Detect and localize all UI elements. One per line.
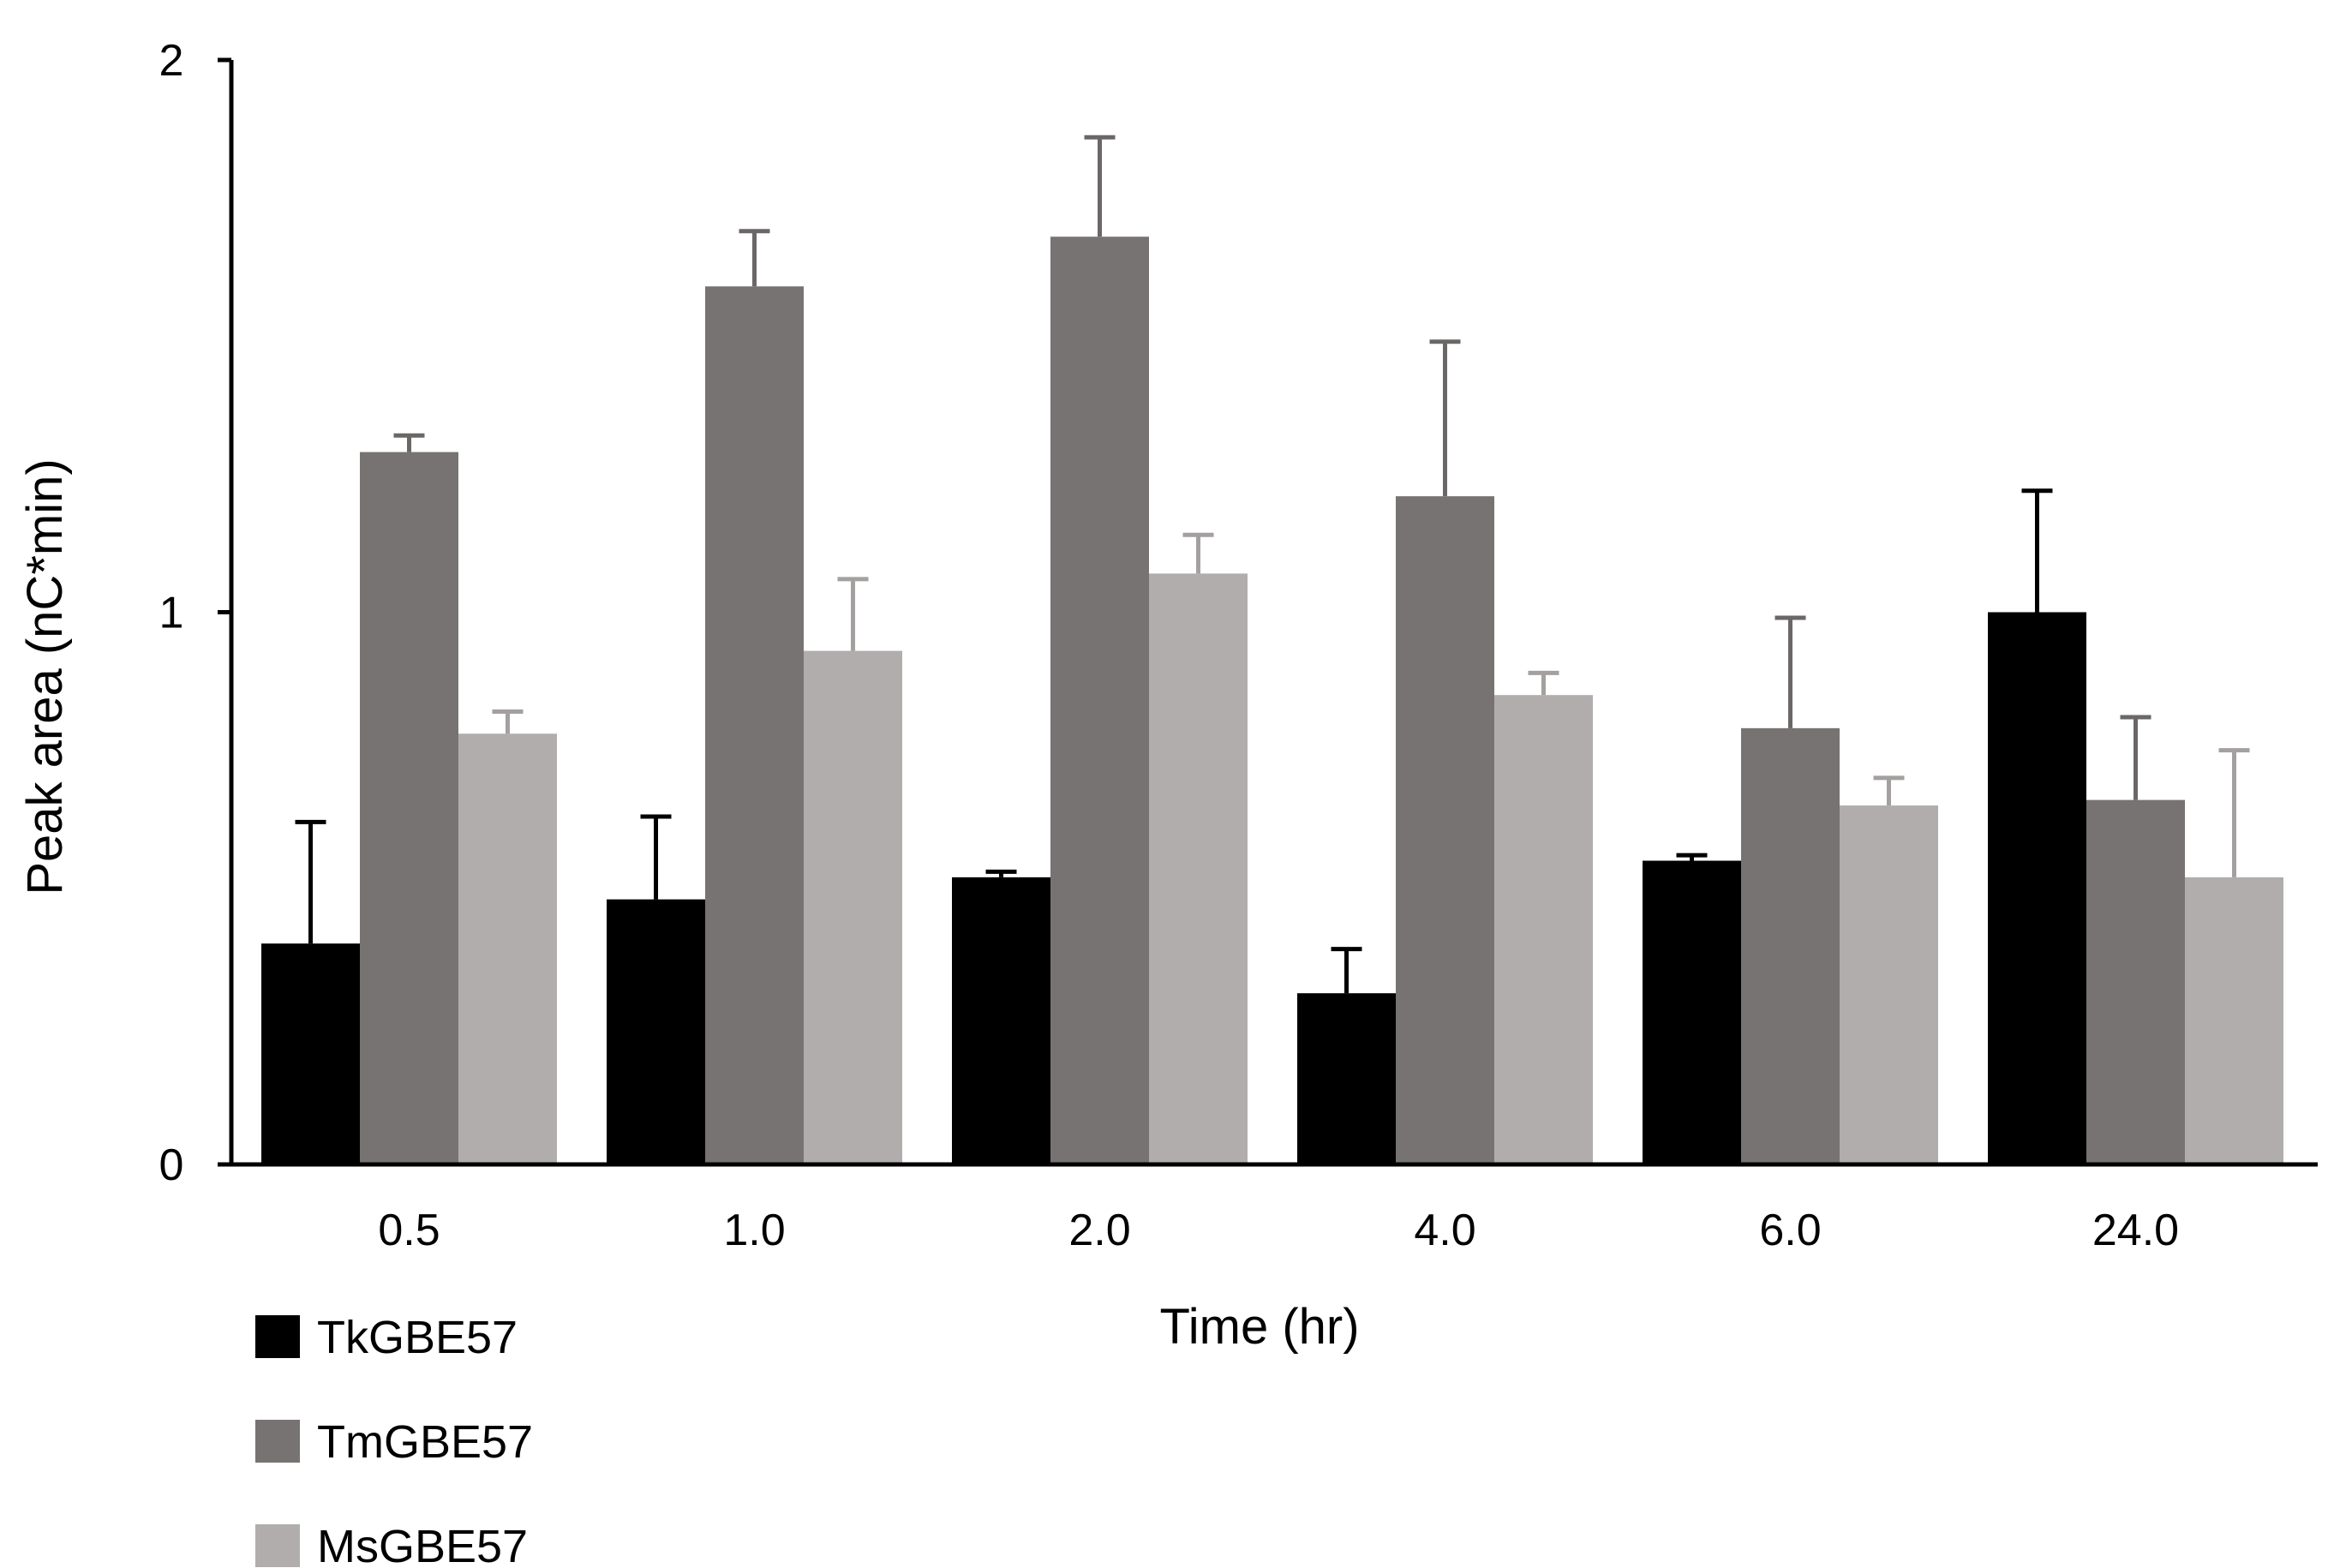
- x-tick-label: 2.0: [1068, 1206, 1130, 1255]
- legend: TkGBE57 TmGBE57 MsGBE57: [255, 1312, 533, 1568]
- bar-TmGBE57-0.5: [360, 452, 458, 1164]
- bar-TmGBE57-1.0: [705, 286, 804, 1164]
- bar-MsGBE57-0.5: [458, 733, 557, 1164]
- y-tick-label: 1: [159, 589, 184, 638]
- error-bar-MsGBE57-4.0: [1528, 670, 1559, 696]
- error-bar-TkGBE57-0.5: [295, 819, 326, 944]
- error-bars-layer: [295, 135, 2250, 994]
- legend-label: TkGBE57: [317, 1312, 518, 1363]
- legend-item-TkGBE57: TkGBE57: [255, 1312, 518, 1363]
- error-bar-TkGBE57-24.0: [2021, 488, 2053, 613]
- bar-MsGBE57-4.0: [1494, 695, 1593, 1164]
- bar-TmGBE57-6.0: [1741, 727, 1840, 1164]
- bar-TmGBE57-4.0: [1396, 496, 1494, 1164]
- bar-TmGBE57-24.0: [2086, 799, 2185, 1164]
- error-bar-TmGBE57-1.0: [739, 229, 770, 287]
- legend-item-MsGBE57: MsGBE57: [255, 1521, 528, 1568]
- legend-swatch: [255, 1524, 300, 1567]
- bar-TkGBE57-0.5: [261, 943, 360, 1164]
- error-bar-TkGBE57-1.0: [640, 814, 672, 900]
- error-bar-TkGBE57-6.0: [1676, 853, 1708, 861]
- error-bar-TmGBE57-6.0: [1774, 615, 1806, 728]
- bar-TkGBE57-24.0: [1988, 612, 2086, 1164]
- legend-label: MsGBE57: [317, 1521, 528, 1568]
- x-tick-labels: 0.5 1.0 2.0 4.0 6.0 24.0: [378, 1206, 2179, 1255]
- x-axis-title: Time (hr): [1159, 1299, 1359, 1355]
- error-bar-MsGBE57-1.0: [837, 577, 869, 651]
- error-bar-MsGBE57-24.0: [2218, 748, 2250, 877]
- bar-TmGBE57-2.0: [1050, 236, 1149, 1164]
- legend-swatch: [255, 1315, 300, 1358]
- bar-TkGBE57-4.0: [1297, 993, 1396, 1164]
- bar-TkGBE57-1.0: [607, 899, 705, 1164]
- x-tick-label: 6.0: [1759, 1206, 1821, 1255]
- y-tick-label: 2: [159, 36, 184, 86]
- error-bar-TmGBE57-2.0: [1084, 135, 1116, 237]
- error-bar-TmGBE57-4.0: [1429, 339, 1461, 497]
- legend-label: TmGBE57: [317, 1416, 533, 1468]
- bar-MsGBE57-6.0: [1840, 805, 1938, 1164]
- error-bar-TkGBE57-4.0: [1331, 947, 1362, 994]
- bar-MsGBE57-1.0: [804, 650, 902, 1164]
- error-bar-MsGBE57-2.0: [1182, 532, 1214, 574]
- y-axis-title: Peak area (nC*min): [17, 458, 73, 895]
- error-bar-TmGBE57-24.0: [2120, 715, 2151, 800]
- y-ticks: 0 1 2: [159, 36, 231, 1190]
- bars-layer: [261, 236, 2283, 1164]
- error-bar-MsGBE57-0.5: [492, 709, 524, 734]
- y-tick-label: 0: [159, 1140, 184, 1190]
- bar-MsGBE57-2.0: [1149, 573, 1248, 1164]
- legend-item-TmGBE57: TmGBE57: [255, 1416, 533, 1468]
- x-tick-label: 4.0: [1414, 1206, 1475, 1255]
- error-bar-TmGBE57-0.5: [393, 433, 425, 452]
- x-tick-label: 0.5: [378, 1206, 440, 1255]
- legend-swatch: [255, 1420, 300, 1463]
- error-bar-MsGBE57-6.0: [1873, 775, 1905, 806]
- x-tick-label: 24.0: [2092, 1206, 2179, 1255]
- x-tick-label: 1.0: [723, 1206, 785, 1255]
- bar-TkGBE57-6.0: [1643, 860, 1741, 1164]
- bar-MsGBE57-24.0: [2185, 877, 2283, 1164]
- bar-TkGBE57-2.0: [952, 877, 1050, 1164]
- error-bar-TkGBE57-2.0: [985, 869, 1017, 877]
